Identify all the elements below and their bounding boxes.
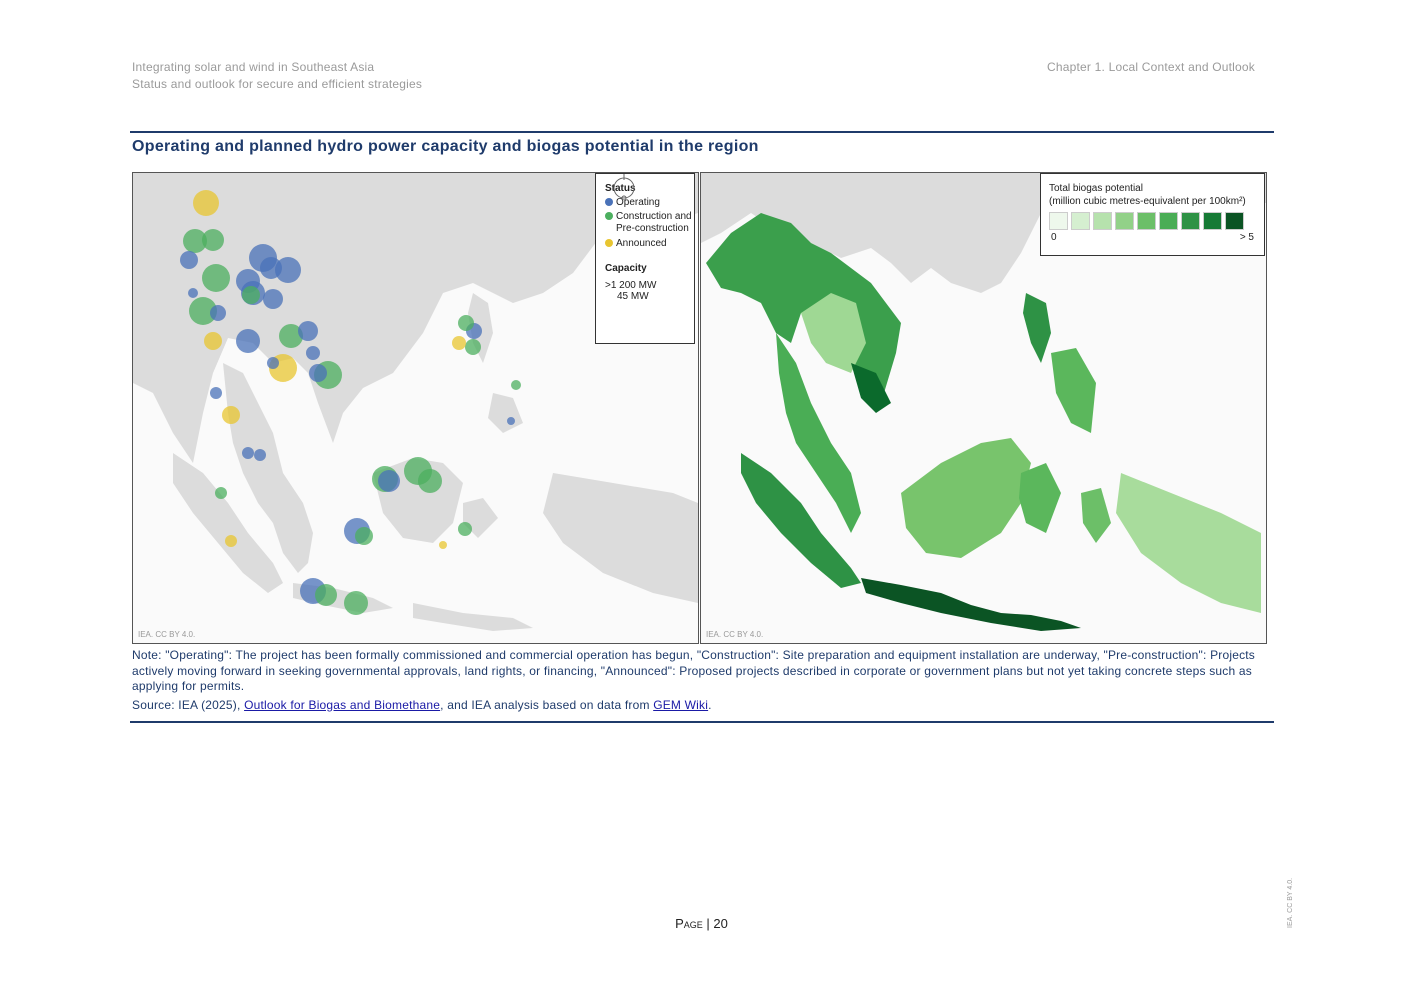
hydro-plant-marker [183, 229, 207, 253]
page-number: Page | 20 [675, 916, 728, 931]
biogas-map: IEA. CC BY 4.0. Total biogas potential (… [700, 172, 1267, 644]
biogas-legend-title: Total biogas potential [1049, 183, 1143, 194]
bottom-rule [130, 721, 1274, 723]
hydro-plant-marker [188, 288, 198, 298]
hydro-plant-marker [439, 541, 447, 549]
capacity-circles [613, 174, 635, 200]
hydro-plant-marker [511, 380, 521, 390]
scale-min-label: 0 [1051, 232, 1057, 243]
hydro-plant-marker [254, 449, 266, 461]
hydro-plant-marker [210, 387, 222, 399]
hydro-plant-marker [210, 305, 226, 321]
hydro-plant-marker [267, 357, 279, 369]
biogas-land [706, 213, 1261, 631]
hydro-plant-marker [465, 339, 481, 355]
hydro-plant-marker [222, 406, 240, 424]
hydro-plant-marker [507, 417, 515, 425]
biogas-legend: Total biogas potential (million cubic me… [1040, 173, 1265, 256]
hydro-plant-marker [215, 487, 227, 499]
biogas-scale [1049, 212, 1264, 230]
hydro-plant-marker [355, 527, 373, 545]
hydro-plants [180, 190, 521, 615]
scale-swatch [1137, 212, 1156, 230]
scale-swatch [1071, 212, 1090, 230]
hydro-plant-marker [452, 336, 466, 350]
scale-swatch [1159, 212, 1178, 230]
hydro-plant-marker [180, 251, 198, 269]
hydro-plant-marker [279, 324, 303, 348]
figure-title: Operating and planned hydro power capaci… [132, 138, 759, 155]
gem-wiki-link[interactable]: GEM Wiki [653, 697, 709, 712]
scale-swatch [1093, 212, 1112, 230]
hydro-map: IEA. CC BY 4.0. Status Operating Constru… [132, 172, 699, 644]
scale-swatch [1181, 212, 1200, 230]
hydro-plant-marker [309, 364, 327, 382]
scale-swatch [1049, 212, 1068, 230]
capacity-max-label: >1 200 MW [605, 280, 657, 291]
hydro-plant-marker [458, 522, 472, 536]
capacity-heading: Capacity [605, 263, 647, 274]
hydro-plant-marker [236, 329, 260, 353]
hydro-plant-marker [189, 297, 217, 325]
hydro-plant-marker [202, 264, 230, 292]
construction-swatch [605, 212, 613, 220]
scale-swatch [1203, 212, 1222, 230]
report-header-left: Integrating solar and wind in Southeast … [132, 59, 422, 93]
hydro-plant-marker [418, 469, 442, 493]
report-title: Integrating solar and wind in Southeast … [132, 60, 375, 74]
legend-item-operating: Operating [605, 197, 694, 208]
report-subtitle: Status and outlook for secure and effici… [132, 77, 423, 91]
map-credit: IEA. CC BY 4.0. [706, 630, 764, 639]
operating-swatch [605, 198, 613, 206]
hydro-plant-marker [298, 321, 318, 341]
hydro-map-canvas [133, 173, 698, 631]
status-heading: Status [605, 183, 636, 194]
hydro-plant-marker [204, 332, 222, 350]
hydro-plant-marker [378, 470, 400, 492]
scale-swatch [1115, 212, 1134, 230]
hydro-plant-marker [275, 257, 301, 283]
hydro-plant-marker [225, 535, 237, 547]
scale-swatch [1225, 212, 1244, 230]
hydro-plant-marker [242, 447, 254, 459]
note-text: Note: "Operating": The project has been … [132, 648, 1256, 693]
hydro-plant-marker [458, 315, 474, 331]
side-credit: IEA. CC BY 4.0. [1287, 877, 1294, 928]
legend-item-construction: Construction and Pre-construction [605, 211, 694, 235]
hydro-plant-marker [263, 289, 283, 309]
biogas-outlook-link[interactable]: Outlook for Biogas and Biomethane [244, 697, 441, 712]
scale-max-label: > 5 [1239, 232, 1254, 243]
hydro-plant-marker [242, 286, 260, 304]
top-rule [130, 131, 1274, 133]
source-line: Source: IEA (2025), Outlook for Biogas a… [132, 697, 712, 712]
capacity-min-label: 45 MW [617, 291, 649, 302]
hydro-plant-marker [202, 229, 224, 251]
announced-swatch [605, 239, 613, 247]
hydro-plant-marker [315, 584, 337, 606]
hydro-legend: Status Operating Construction and Pre-co… [595, 173, 695, 344]
hydro-plant-marker [193, 190, 219, 216]
figure-notes: Note: "Operating": The project has been … [132, 648, 1270, 713]
hydro-plant-marker [344, 591, 368, 615]
legend-item-announced: Announced [605, 238, 694, 249]
map-credit: IEA. CC BY 4.0. [138, 630, 196, 639]
hydro-plant-marker [306, 346, 320, 360]
biogas-legend-units: (million cubic metres-equivalent per 100… [1049, 196, 1246, 207]
chapter-title: Chapter 1. Local Context and Outlook [1047, 60, 1255, 74]
